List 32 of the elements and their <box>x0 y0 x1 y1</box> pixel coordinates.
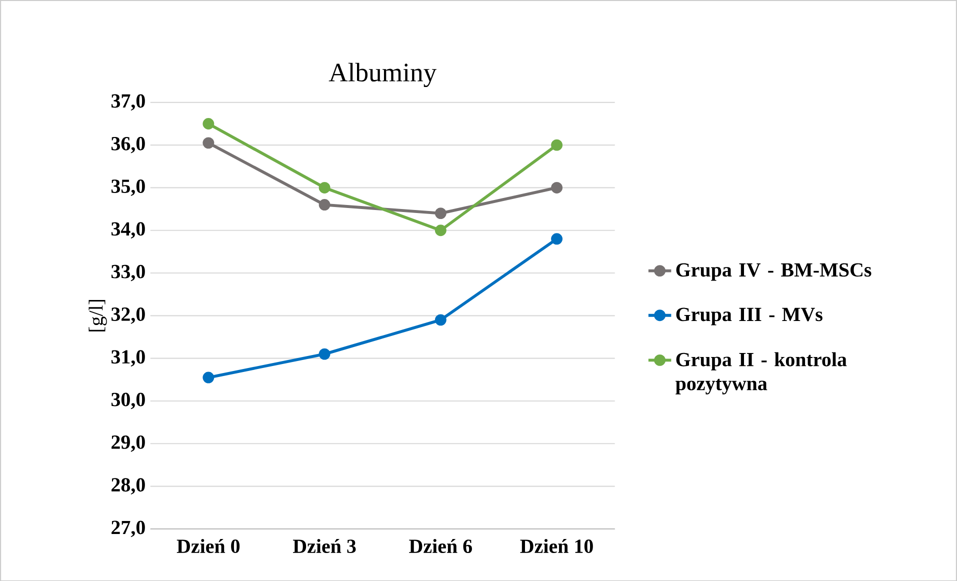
point <box>318 198 330 210</box>
y-tick-label: 36,0 <box>111 136 145 154</box>
x-tick-label: Dzień 10 <box>520 538 593 553</box>
legend-label: Grupa III - MVs <box>676 308 822 326</box>
point <box>434 207 446 219</box>
y-tick-label: 28,0 <box>112 478 145 494</box>
legend-label: Grupa II - kontrola pozytywna <box>676 352 847 394</box>
y-tick-label: 27,0 <box>112 520 145 537</box>
y-tick-label: 30,0 <box>111 392 145 409</box>
point <box>202 372 214 384</box>
y-tick-label: 31,0 <box>111 350 145 366</box>
point <box>318 182 330 194</box>
point <box>551 139 563 151</box>
x-tick-label: Dzień 0 <box>176 538 240 553</box>
y-tick-label: 33,0 <box>111 264 145 282</box>
y-tick-label: 37,0 <box>111 94 145 110</box>
point <box>434 224 446 236</box>
x-tick-label: Dzień 3 <box>293 538 356 553</box>
y-tick-label: 35,0 <box>111 179 145 196</box>
point <box>202 118 214 130</box>
point <box>551 232 563 244</box>
y-axis-title: [g/l] <box>88 300 107 332</box>
y-tick-label: 32,0 <box>111 307 145 324</box>
x-tick-label: Dzień 6 <box>409 538 472 553</box>
point <box>551 182 563 194</box>
legend-label: Grupa IV - BM-MSCs <box>676 263 872 281</box>
point <box>434 314 446 326</box>
point <box>318 348 330 360</box>
chart-title: Albuminy <box>328 62 437 87</box>
y-tick-label: 34,0 <box>111 222 145 238</box>
y-tick-label: 29,0 <box>112 435 145 452</box>
point <box>202 137 214 148</box>
